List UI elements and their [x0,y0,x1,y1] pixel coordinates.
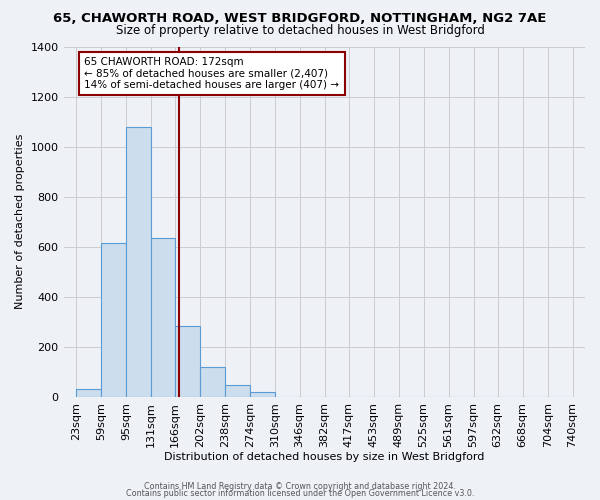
Y-axis label: Number of detached properties: Number of detached properties [15,134,25,310]
Bar [225,385,250,397]
Bar [175,326,200,397]
Text: Contains public sector information licensed under the Open Government Licence v3: Contains public sector information licen… [126,489,474,498]
Text: Contains HM Land Registry data © Crown copyright and database right 2024.: Contains HM Land Registry data © Crown c… [144,482,456,491]
Bar [250,392,275,397]
Bar [101,243,126,397]
Bar [76,390,101,397]
Text: Size of property relative to detached houses in West Bridgford: Size of property relative to detached ho… [116,24,484,37]
Text: 65, CHAWORTH ROAD, WEST BRIDGFORD, NOTTINGHAM, NG2 7AE: 65, CHAWORTH ROAD, WEST BRIDGFORD, NOTTI… [53,12,547,26]
X-axis label: Distribution of detached houses by size in West Bridgford: Distribution of detached houses by size … [164,452,484,462]
Bar [126,126,151,397]
Bar [151,238,175,397]
Bar [200,367,225,397]
Text: 65 CHAWORTH ROAD: 172sqm
← 85% of detached houses are smaller (2,407)
14% of sem: 65 CHAWORTH ROAD: 172sqm ← 85% of detach… [85,57,340,90]
